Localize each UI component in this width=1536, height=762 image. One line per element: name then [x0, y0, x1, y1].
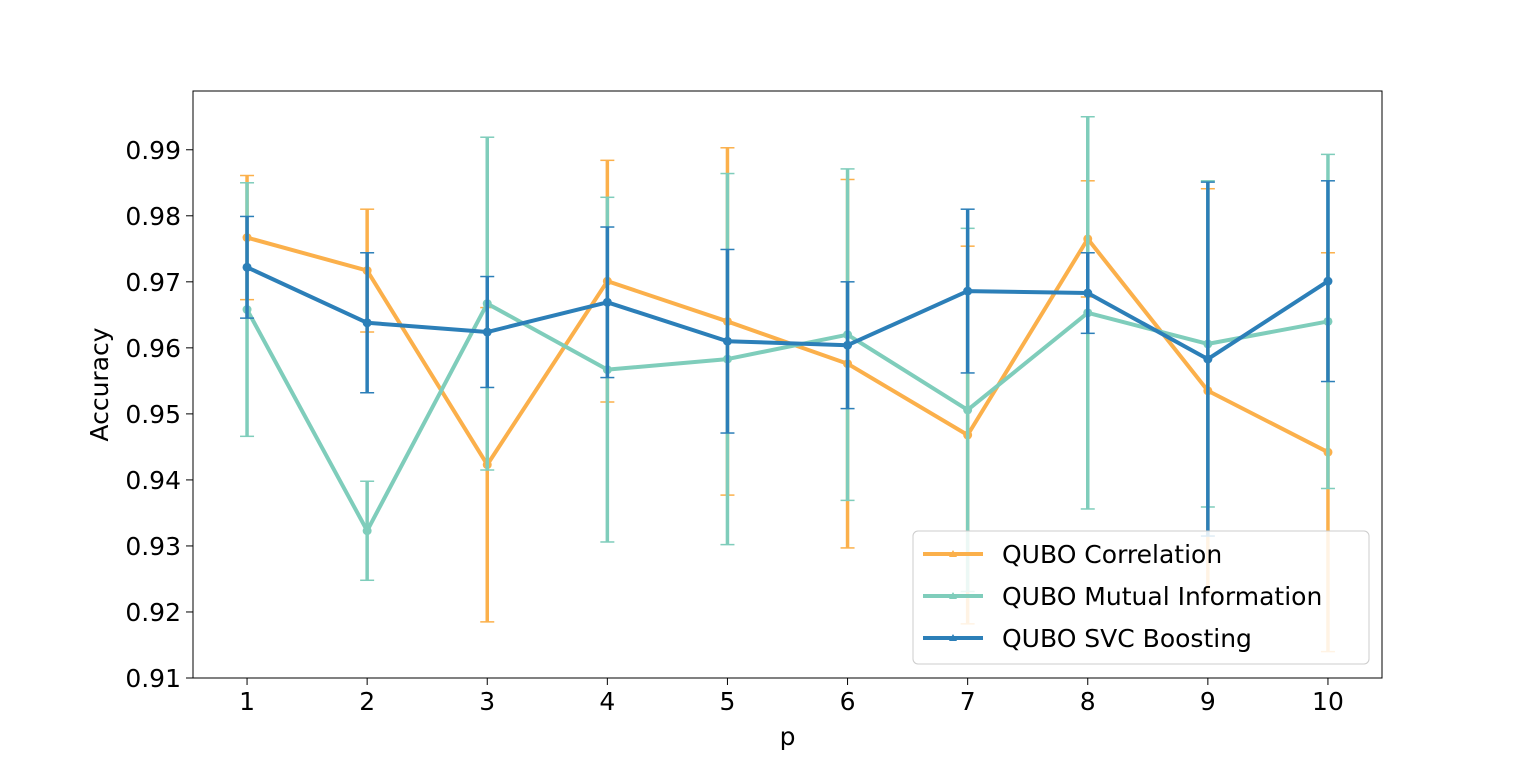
- x-tick-label: 8: [1080, 687, 1096, 716]
- data-point: [362, 318, 372, 328]
- series-2: [240, 180, 1335, 537]
- x-tick-label: 9: [1200, 687, 1216, 716]
- data-point: [963, 405, 973, 415]
- legend-marker: [949, 634, 957, 641]
- y-tick-label: 0.97: [125, 268, 181, 297]
- y-tick-label: 0.98: [125, 202, 181, 231]
- data-point: [362, 526, 372, 536]
- data-point: [482, 327, 492, 337]
- x-axis-label: p: [780, 722, 796, 751]
- x-tick-label: 7: [960, 687, 976, 716]
- x-tick-label: 1: [239, 687, 255, 716]
- y-axis: 0.91 0.92 0.93 0.94 0.95 0.96 0.97 0.98 0.99: [125, 136, 193, 693]
- x-axis: 1 2 3 4 5 6 7 8 9 10: [239, 678, 1344, 716]
- plot-series: [240, 116, 1335, 653]
- data-point: [1083, 288, 1093, 298]
- y-axis-label: Accuracy: [85, 327, 114, 441]
- series-line: [245, 301, 1329, 533]
- x-tick-label: 5: [719, 687, 735, 716]
- legend-label: QUBO Correlation: [1002, 540, 1222, 569]
- legend-marker: [949, 550, 957, 557]
- data-point: [1323, 276, 1333, 286]
- y-tick-label: 0.94: [125, 466, 181, 495]
- x-tick-label: 10: [1312, 687, 1344, 716]
- legend-item: QUBO Correlation: [923, 540, 1222, 569]
- legend-label: QUBO Mutual Information: [1002, 582, 1322, 611]
- x-tick-label: 6: [840, 687, 856, 716]
- data-point: [722, 336, 732, 346]
- legend-item: QUBO SVC Boosting: [923, 624, 1252, 653]
- y-tick-label: 0.99: [125, 136, 181, 165]
- legend-item: QUBO Mutual Information: [923, 582, 1322, 611]
- x-tick-label: 2: [359, 687, 375, 716]
- data-point: [843, 340, 853, 350]
- y-tick-label: 0.96: [125, 334, 181, 363]
- legend-label: QUBO SVC Boosting: [1002, 624, 1252, 653]
- data-point: [1203, 354, 1213, 364]
- data-point: [602, 297, 612, 307]
- legend-box: [912, 530, 1370, 665]
- y-tick-label: 0.93: [125, 532, 181, 561]
- x-tick-label: 4: [599, 687, 615, 716]
- x-tick-label: 3: [479, 687, 495, 716]
- legend: QUBO Correlation QUBO Mutual Information Q…: [912, 530, 1370, 665]
- data-point: [242, 262, 252, 272]
- y-tick-label: 0.92: [125, 598, 181, 627]
- y-tick-label: 0.95: [125, 400, 181, 429]
- legend-marker: [949, 592, 957, 599]
- plot-area-frame: [192, 90, 1383, 679]
- y-tick-label: 0.91: [125, 664, 181, 693]
- series-line: [246, 265, 1330, 362]
- data-point: [963, 286, 973, 296]
